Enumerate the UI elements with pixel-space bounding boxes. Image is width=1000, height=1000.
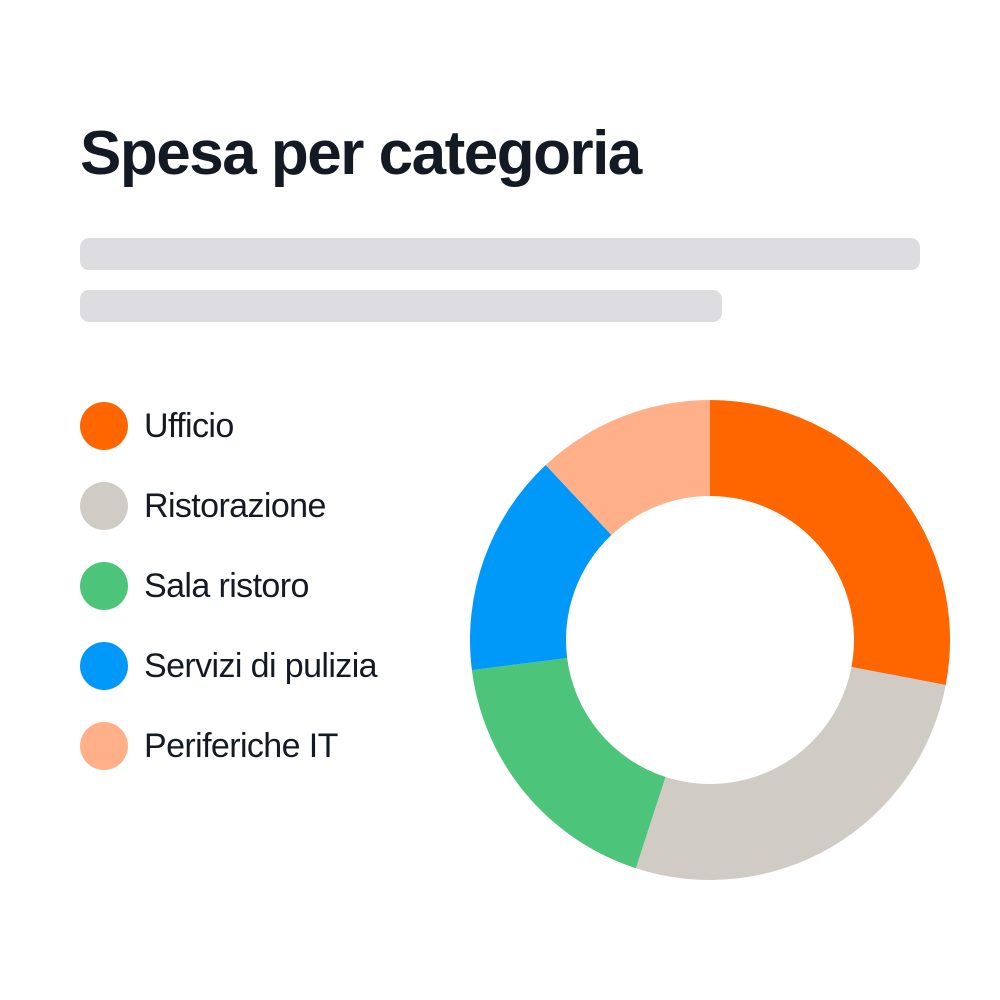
donut-slice-ristorazione — [635, 666, 946, 880]
placeholder-text-line — [80, 290, 722, 322]
donut-slice-servizi-di-pulizia — [470, 465, 612, 671]
legend-swatch — [80, 482, 128, 530]
legend-item-ristorazione: Ristorazione — [80, 480, 377, 532]
legend-label: Ufficio — [144, 406, 234, 445]
legend-item-servizi-di-pulizia: Servizi di pulizia — [80, 640, 378, 692]
donut-chart — [470, 400, 950, 880]
legend-swatch — [80, 562, 128, 610]
legend-label: Ristorazione — [144, 486, 326, 525]
donut-slice-periferiche-it — [545, 400, 710, 536]
chart-legend: Ufficio Ristorazione Sala ristoro Serviz… — [80, 400, 378, 800]
donut-slice-ufficio — [710, 400, 950, 685]
legend-label: Periferiche IT — [144, 726, 338, 765]
legend-item-periferiche-it: Periferiche IT — [80, 720, 377, 772]
donut-slice-sala-ristoro — [471, 658, 666, 869]
legend-swatch — [80, 402, 128, 450]
placeholder-text-line — [80, 238, 920, 270]
legend-swatch — [80, 642, 128, 690]
legend-item-ufficio: Ufficio — [80, 400, 377, 452]
chart-title: Spesa per categoria — [80, 119, 642, 188]
legend-label: Sala ristoro — [144, 566, 309, 605]
legend-swatch — [80, 722, 128, 770]
legend-label: Servizi di pulizia — [144, 646, 378, 685]
legend-item-sala-ristoro: Sala ristoro — [80, 560, 377, 612]
